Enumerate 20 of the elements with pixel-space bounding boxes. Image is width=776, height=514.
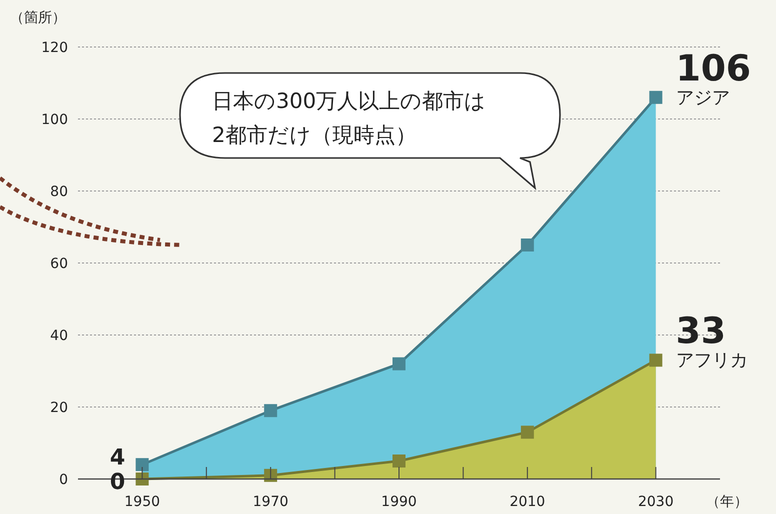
- data-label: 4: [110, 446, 126, 471]
- x-tick-label: 2010: [510, 494, 546, 510]
- y-tick-label: 100: [41, 112, 68, 128]
- data-label: 106: [676, 48, 751, 90]
- y-tick-label: 40: [50, 328, 68, 344]
- x-tick-label: 1950: [124, 494, 160, 510]
- y-tick-label: 60: [50, 256, 68, 272]
- y-tick-label: 20: [50, 400, 68, 416]
- series-label: アジア: [676, 87, 730, 108]
- x-axis-title: （年）: [706, 494, 748, 510]
- y-tick-label: 120: [41, 40, 68, 56]
- x-tick-label: 2030: [638, 494, 674, 510]
- series-label: アフリカ: [676, 350, 748, 372]
- y-tick-label: 0: [59, 472, 68, 488]
- y-axis-title: （箇所）: [10, 10, 66, 26]
- x-tick-label: 1970: [252, 494, 288, 510]
- annotation: 日本の300万人以上の都市は 2都市だけ（現時点）: [212, 89, 486, 147]
- x-tick-label: 1990: [381, 494, 417, 510]
- y-tick-label: 80: [50, 184, 68, 200]
- data-label: 33: [676, 311, 726, 352]
